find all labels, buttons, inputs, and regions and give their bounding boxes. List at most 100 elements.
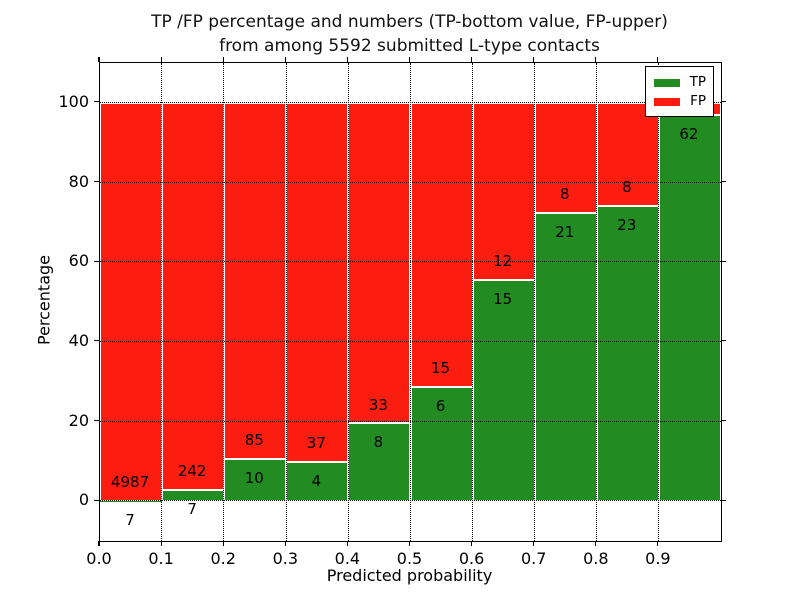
x-tick-mark bbox=[284, 541, 286, 546]
bar-tp-segment bbox=[410, 387, 473, 502]
bar-tp-segment bbox=[534, 212, 597, 502]
x-tick-mark-top bbox=[595, 57, 597, 62]
fp-color-swatch-icon bbox=[653, 96, 681, 107]
x-gridline bbox=[658, 63, 660, 541]
y-tick-mark-right bbox=[721, 180, 726, 183]
fp-count-label: 8 bbox=[559, 184, 570, 203]
x-tick-mark-top bbox=[471, 57, 473, 62]
x-tick-mark-top bbox=[657, 57, 659, 62]
legend: TP FP bbox=[645, 66, 714, 117]
x-tick-mark-top bbox=[346, 57, 348, 62]
x-tick-mark-top bbox=[408, 57, 411, 62]
y-tick-mark bbox=[94, 340, 99, 342]
bar-tp-segment bbox=[286, 462, 349, 502]
bar-fp-segment bbox=[348, 102, 411, 424]
bar-fp-segment bbox=[410, 102, 473, 388]
tp-color-swatch-icon bbox=[653, 77, 681, 88]
bar-fp-segment bbox=[596, 102, 659, 206]
x-tick-mark bbox=[160, 541, 162, 546]
x-tick-label: 0.3 bbox=[272, 549, 299, 568]
bar-fp-segment bbox=[472, 102, 535, 280]
tp-count-label: 10 bbox=[244, 469, 264, 488]
x-tick-mark-top bbox=[222, 57, 224, 62]
x-gridline bbox=[596, 63, 598, 541]
tp-count-label: 6 bbox=[435, 397, 446, 416]
x-gridline bbox=[409, 63, 411, 541]
y-tick-mark-right bbox=[721, 101, 726, 103]
y-tick-label: 80 bbox=[68, 171, 89, 191]
y-tick-mark bbox=[94, 180, 99, 183]
x-tick-mark bbox=[533, 541, 535, 546]
x-gridline bbox=[161, 63, 163, 541]
y-tick-mark bbox=[94, 260, 99, 262]
fp-count-label: 242 bbox=[177, 462, 207, 481]
bar-fp-segment bbox=[224, 102, 287, 460]
fp-count-label: 15 bbox=[431, 359, 451, 378]
y-tick-mark bbox=[94, 499, 99, 501]
y-tick-label: 20 bbox=[68, 410, 89, 430]
y-tick-mark-right bbox=[721, 499, 726, 501]
chart-title: TP /FP percentage and numbers (TP-bottom… bbox=[99, 10, 720, 58]
x-tick-mark bbox=[471, 541, 473, 546]
y-tick-mark-right bbox=[721, 340, 726, 342]
legend-item-tp: TP bbox=[653, 73, 706, 92]
y-tick-mark bbox=[94, 101, 99, 103]
bar-fp-segment bbox=[162, 102, 225, 490]
fp-count-label: 4987 bbox=[110, 472, 150, 491]
tp-count-label: 4 bbox=[311, 472, 322, 491]
fp-count-label: 37 bbox=[306, 434, 326, 453]
x-tick-mark-top bbox=[284, 57, 286, 62]
x-tick-label: 0.2 bbox=[210, 549, 236, 568]
plot-area bbox=[99, 62, 722, 542]
fp-count-label: 12 bbox=[493, 251, 513, 270]
x-tick-label: 0.6 bbox=[458, 549, 485, 568]
chart-title-line-1: TP /FP percentage and numbers (TP-bottom… bbox=[151, 12, 668, 32]
tp-count-label: 7 bbox=[187, 499, 197, 518]
x-axis-label: Predicted probability bbox=[326, 566, 493, 585]
x-gridline bbox=[223, 63, 225, 541]
bar-fp-segment bbox=[286, 102, 349, 463]
x-gridline bbox=[471, 63, 473, 541]
tp-count-label: 21 bbox=[555, 222, 575, 241]
x-tick-mark bbox=[595, 541, 597, 546]
x-tick-mark bbox=[222, 541, 224, 546]
tp-count-label: 7 bbox=[125, 510, 135, 529]
legend-label-tp: TP bbox=[689, 73, 706, 90]
x-tick-label: 0.7 bbox=[520, 549, 547, 568]
y-tick-label: 40 bbox=[68, 330, 89, 350]
x-tick-mark-top bbox=[160, 57, 162, 62]
x-tick-label: 0.5 bbox=[396, 549, 423, 568]
legend-label-fp: FP bbox=[690, 92, 706, 109]
x-gridline bbox=[533, 63, 535, 541]
x-tick-label: 0.0 bbox=[86, 549, 112, 568]
fp-count-label: 85 bbox=[244, 431, 264, 450]
tp-count-label: 62 bbox=[679, 125, 699, 144]
y-tick-mark bbox=[94, 419, 99, 422]
x-tick-label: 0.8 bbox=[583, 549, 609, 568]
bar-tp-segment bbox=[348, 423, 411, 502]
legend-item-fp: FP bbox=[653, 92, 706, 111]
fp-count-label: 33 bbox=[368, 395, 388, 414]
x-tick-mark-top bbox=[533, 57, 535, 62]
y-tick-label: 100 bbox=[58, 91, 89, 111]
x-tick-mark bbox=[657, 541, 659, 546]
x-tick-label: 0.1 bbox=[148, 549, 174, 568]
bar-tp-segment bbox=[472, 279, 535, 502]
tp-count-label: 8 bbox=[373, 433, 384, 452]
x-tick-label: 0.9 bbox=[645, 549, 671, 568]
x-gridline bbox=[285, 63, 287, 541]
y-tick-mark-right bbox=[721, 260, 726, 262]
x-tick-mark bbox=[98, 541, 100, 546]
bar-fp-segment bbox=[100, 102, 163, 501]
bar-fp-segment bbox=[534, 102, 597, 213]
chart-title-line-2: from among 5592 submitted L-type contact… bbox=[219, 36, 600, 56]
x-tick-mark-top bbox=[98, 57, 100, 62]
bar-tp-segment bbox=[658, 115, 721, 502]
y-tick-mark-right bbox=[721, 419, 726, 422]
fp-count-label: 8 bbox=[622, 177, 632, 196]
tp-count-label: 23 bbox=[617, 215, 637, 234]
x-tick-mark bbox=[408, 541, 411, 546]
y-tick-label: 60 bbox=[68, 251, 89, 271]
x-gridline bbox=[347, 63, 349, 541]
